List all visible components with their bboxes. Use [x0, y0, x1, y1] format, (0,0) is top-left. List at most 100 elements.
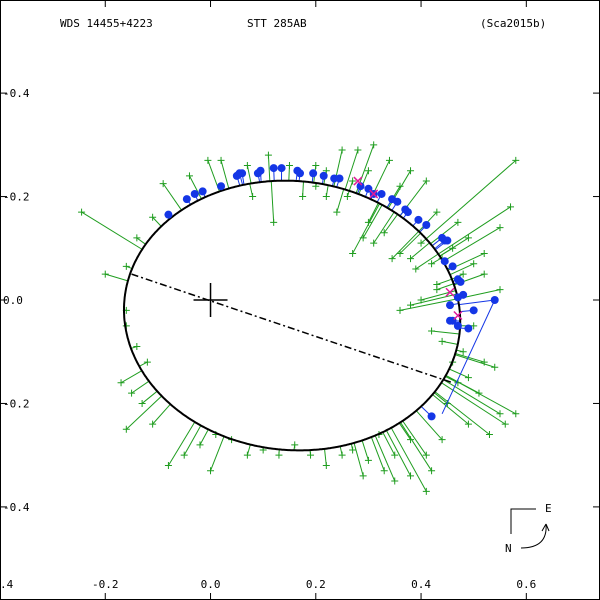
residual-line [136, 237, 146, 245]
residual-line [353, 442, 364, 476]
highres-measurement-point [443, 236, 452, 245]
visual-measurement-cross [143, 358, 151, 366]
visual-measurement-cross [464, 234, 472, 242]
residual-line [352, 203, 381, 254]
residual-line [152, 403, 171, 425]
visual-measurement-cross [380, 229, 388, 237]
compass-east-label: E [545, 502, 552, 515]
visual-measurement-cross [338, 451, 346, 459]
residual-line [383, 214, 399, 234]
visual-measurement-cross [359, 472, 367, 480]
highres-measurement-point [446, 301, 454, 310]
highres-measurement-point [456, 277, 465, 286]
visual-measurement-cross [459, 270, 467, 278]
visual-measurement-cross [338, 146, 346, 154]
residual-line [444, 376, 459, 384]
x-tick-label: -0.4 [0, 578, 14, 591]
visual-measurement-cross [364, 167, 372, 175]
y-tick-label: -0.4 [3, 87, 30, 100]
primary-star-marker [193, 283, 228, 317]
highres-measurement-point [453, 321, 462, 330]
visual-measurement-cross [349, 177, 357, 185]
highres-measurement-point [296, 169, 304, 178]
visual-measurement-cross [291, 441, 299, 449]
visual-measurement-cross [159, 180, 167, 188]
visual-measurement-cross [322, 462, 330, 470]
special-measurement-marker [445, 287, 455, 297]
residual-line [105, 273, 129, 282]
residual-line [415, 253, 439, 270]
visual-measurement-cross [496, 224, 504, 232]
highres-measurement-point [356, 182, 365, 191]
highres-measurement-point [277, 164, 286, 173]
x-tick-label: 0.2 [306, 578, 326, 591]
orbit-ellipse [123, 179, 462, 452]
residual-line [336, 188, 345, 213]
visual-measurement-cross [243, 162, 251, 170]
visual-measurement-cross [133, 343, 141, 351]
highres-measurement-point [393, 197, 402, 206]
highres-measurement-point [427, 412, 436, 421]
x-tick-label: -0.2 [92, 578, 119, 591]
visual-measurement-cross [364, 218, 372, 226]
visual-measurement-cross [417, 239, 425, 247]
residual-line [385, 430, 411, 477]
residual-line [439, 237, 469, 257]
residual-line [370, 436, 385, 471]
visual-measurement-cross [407, 301, 415, 309]
line-of-nodes [131, 273, 496, 415]
highres-measurement-point [190, 189, 199, 198]
residual-line [152, 216, 162, 227]
visual-measurement-cross [343, 193, 351, 201]
highres-measurement-point [198, 187, 207, 196]
residual-line [442, 340, 458, 345]
visual-measurement-cross [275, 451, 283, 459]
visual-measurement-cross [370, 141, 378, 149]
y-tick-label: -0.4 [3, 501, 30, 514]
residual-line [399, 298, 458, 311]
highres-measurement-point [464, 324, 473, 333]
x-tick-label: 0.6 [516, 578, 536, 591]
visual-measurement-cross [428, 327, 436, 335]
highres-measurement-point [446, 316, 454, 325]
x-tick-label: 0.4 [411, 578, 431, 591]
residual-line [270, 181, 275, 223]
highres-measurement-point [256, 166, 265, 175]
residual-line [220, 160, 230, 189]
visual-measurement-cross [396, 249, 404, 257]
residual-line [437, 206, 511, 255]
residual-line [358, 170, 369, 195]
visual-measurement-cross [133, 234, 141, 242]
compass: E N [505, 502, 552, 555]
highres-measurement-point [309, 169, 318, 178]
residual-line [120, 370, 143, 384]
residual-line [442, 227, 501, 262]
residual-line [348, 180, 354, 191]
visual-measurement-cross [491, 363, 499, 371]
visual-measurement-cross [422, 487, 430, 495]
residual-line [402, 420, 427, 456]
visual-measurement-cross [312, 162, 320, 170]
visual-measurement-cross [149, 420, 157, 428]
residual-line [448, 368, 469, 379]
residual-line [344, 149, 359, 190]
header-wds-id: WDS 14455+4223 [60, 17, 153, 30]
visual-measurement-cross [396, 182, 404, 190]
visual-measurement-cross [149, 213, 157, 221]
highres-measurement-point [469, 306, 478, 315]
visual-measurement-cross [422, 451, 430, 459]
residual-line [425, 159, 517, 240]
residual-line [449, 263, 474, 276]
header-system-name: STT 285AB [247, 17, 307, 30]
residual-line [443, 379, 501, 415]
highres-measurement-point [453, 293, 462, 302]
visual-measurement-cross [122, 425, 130, 433]
highres-measurement-point [164, 210, 173, 219]
visual-measurement-cross [422, 177, 430, 185]
visual-measurement-cross [396, 306, 404, 314]
residual-line [400, 422, 432, 471]
special-measurement-marker [369, 189, 379, 199]
special-measurement-marker [353, 176, 363, 186]
visual-measurement-cross [333, 208, 341, 216]
